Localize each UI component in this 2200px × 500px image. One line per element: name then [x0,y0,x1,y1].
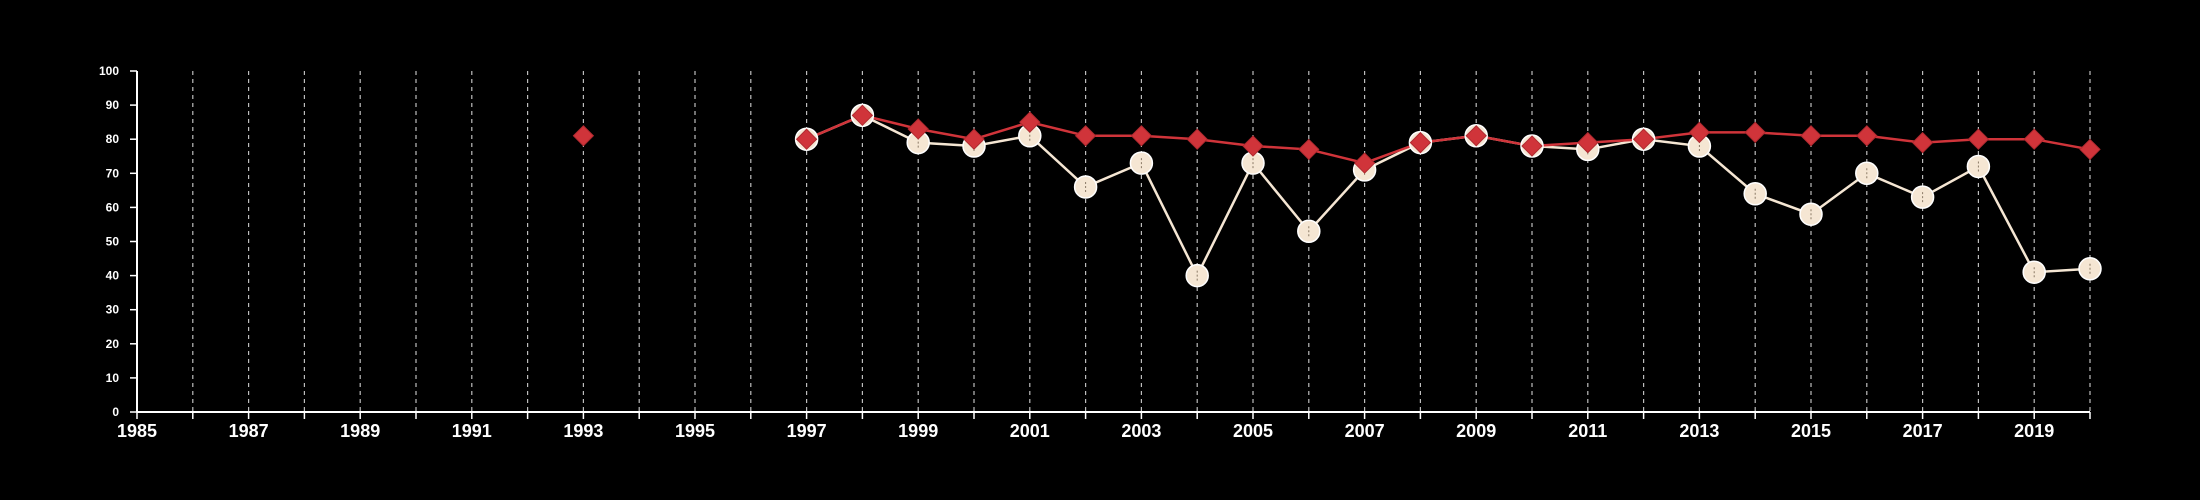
series-2-point-2003 [1130,125,1153,147]
x-tick-label: 2015 [1791,421,1831,441]
x-tick-label: 2007 [1345,421,1385,441]
x-tick-label: 2005 [1233,421,1273,441]
vertical-gridlines [192,71,2091,412]
series-lines [806,113,2091,279]
series-2-point-2020 [2079,138,2101,161]
y-tick-label: 0 [112,405,119,419]
series-2-point-2006 [1298,138,1320,161]
y-tick-label: 40 [106,269,120,283]
series-2-point-2009 [1465,125,1487,147]
x-tick-label: 1999 [898,421,938,441]
series-2-point-2000 [963,128,985,150]
x-tick-label: 1997 [787,421,827,441]
series-2-point-1997 [795,128,818,150]
series-2-point-2015 [1800,125,1822,147]
y-tick-label: 70 [106,166,120,180]
y-tick-label: 90 [106,98,120,112]
x-tick-label: 2013 [1679,421,1719,441]
series-2-point-2010 [1521,135,1543,157]
x-tick-label: 2019 [2014,421,2054,441]
series-2-point-1998 [851,104,874,127]
x-tick-label: 1987 [229,421,269,441]
y-tick-label: 30 [106,303,120,317]
axes: 0 10 20 30 40 50 60 70 80 90 100 1985 1987 1989 1991 19… [99,64,2091,441]
x-tick-label: 1985 [117,421,157,441]
series-2-point-2018 [1967,128,1990,150]
series-2-line [806,114,2091,165]
y-tick-label: 100 [99,64,119,78]
y-tick-label: 20 [106,337,120,351]
series-2-point-2005 [1242,135,1264,157]
series-2-point-2013 [1688,121,1711,144]
series-2-point-2012 [1632,128,1655,150]
y-tick-label: 60 [106,200,120,214]
x-tick-label: 1989 [340,421,380,441]
series-2-point-2011 [1577,131,1599,154]
y-tick-label: 80 [106,132,120,146]
x-tick-label: 2017 [1903,421,1943,441]
series-2-point-2007 [1353,152,1376,174]
series-2-point-2014 [1744,121,1766,144]
x-tick-label: 2003 [1121,421,1161,441]
x-tick-label: 2011 [1568,421,1607,441]
series-2-point-1993 [572,125,595,147]
series-2-point-1999 [907,118,929,140]
series-2-point-2019 [2023,128,2045,150]
x-tick-label: 1993 [563,421,603,441]
y-tick-label: 10 [106,371,120,385]
series-2-point-2004 [1186,128,1208,150]
y-tick-label: 50 [106,235,120,249]
series-2-point-2008 [1409,131,1432,154]
series-2-point-2001 [1019,111,1041,133]
series-2-point-2016 [1856,125,1878,147]
series-2-point-2017 [1911,131,1934,154]
x-tick-label: 2001 [1010,421,1050,441]
x-tick-label: 1991 [452,421,492,441]
x-tick-label: 2009 [1456,421,1496,441]
series-2-point-2002 [1074,125,1097,147]
x-tick-label: 1995 [675,421,715,441]
series-markers [572,103,2102,288]
